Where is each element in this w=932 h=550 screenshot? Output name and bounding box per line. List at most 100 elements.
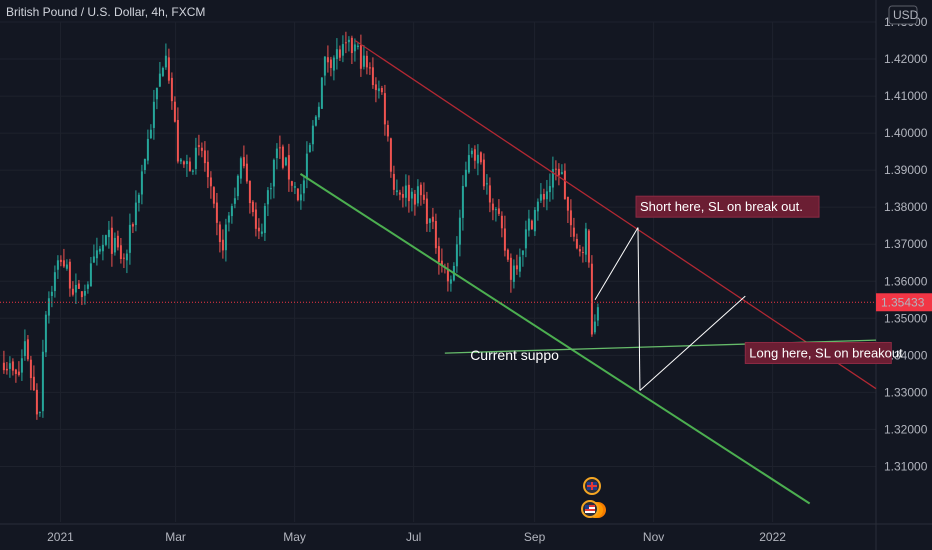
candle-body (431, 216, 434, 222)
candle-body (161, 67, 164, 76)
trendline-support[interactable] (299, 173, 811, 505)
trendline-resistance[interactable] (354, 39, 877, 390)
currency-button-label: USD (893, 8, 919, 22)
candle-body (272, 159, 275, 187)
candle-body (389, 138, 392, 172)
candle-body (455, 244, 458, 267)
long-annotation[interactable]: Long here, SL on breakout (744, 341, 903, 364)
annotation-text: Short here, SL on break out. (640, 199, 803, 214)
candle-body (158, 73, 161, 87)
candle-body (425, 198, 428, 224)
x-tick-label: May (283, 530, 306, 544)
candle-body (278, 147, 281, 149)
candle-body (5, 368, 8, 371)
candle-body (2, 362, 5, 371)
us-flag-stripe (585, 505, 595, 507)
annotation-box (635, 195, 820, 218)
candle-body (419, 184, 422, 196)
projection-path-down[interactable] (637, 227, 641, 391)
candle-body (134, 202, 137, 226)
candle-body (83, 290, 86, 296)
candle-body (239, 158, 242, 179)
candle-body (254, 209, 257, 229)
candle-body (23, 341, 26, 357)
candle-body (20, 358, 23, 373)
candle-body (221, 239, 224, 251)
candle-body (41, 351, 44, 412)
candle-body (470, 150, 473, 155)
projection-path-up[interactable] (594, 227, 639, 301)
candle-body (380, 88, 383, 93)
candle-body (407, 184, 410, 202)
candle-body (269, 188, 272, 190)
candle-body (533, 209, 536, 232)
candle-body (38, 412, 41, 414)
candle-body (434, 221, 437, 249)
candle-body (398, 192, 401, 195)
candle-body (227, 215, 230, 223)
annotation-box (744, 341, 892, 364)
candle-body (173, 101, 176, 122)
current-support-label: Current suppo (470, 347, 559, 363)
candle-body (422, 194, 425, 200)
candle-body (353, 44, 356, 52)
candle-body (566, 196, 569, 211)
candle-body (77, 283, 80, 289)
annotation-text: Long here, SL on breakout (749, 345, 903, 360)
currency-button[interactable]: USD (888, 5, 919, 25)
candle-body (194, 147, 197, 169)
candle-body (542, 193, 545, 200)
candle-body (164, 55, 167, 68)
candle-body (464, 169, 467, 187)
candle-body (215, 202, 218, 223)
candle-body (386, 124, 389, 137)
candle-body (44, 314, 47, 353)
short-annotation[interactable]: Short here, SL on break out. (635, 195, 820, 218)
candle-body (284, 157, 287, 166)
y-tick-label: 1.39000 (884, 163, 928, 177)
candle-body (65, 264, 68, 269)
candle-body (506, 249, 509, 260)
x-tick-label: 2021 (47, 530, 74, 544)
currency-button-frame (888, 5, 918, 25)
current-price-label: 1.35433 (881, 295, 925, 309)
y-tick-label: 1.40000 (884, 126, 928, 140)
candle-body (122, 257, 125, 259)
candle-body (71, 288, 74, 295)
candle-body (482, 159, 485, 187)
uk-flag-icon[interactable] (583, 477, 601, 495)
candle-body (515, 265, 518, 270)
candle-body (176, 120, 179, 162)
candle-body (209, 177, 212, 187)
candle-body (404, 185, 407, 198)
candle-body (32, 376, 35, 391)
candle-body (437, 246, 440, 263)
candle-body (467, 155, 470, 173)
candle-body (383, 93, 386, 125)
candle-body (359, 45, 362, 69)
projection-path-breakout[interactable] (639, 295, 746, 391)
candle-body (257, 227, 260, 232)
candle-body (536, 201, 539, 212)
us-flag-icon[interactable] (581, 500, 606, 518)
candle-body (14, 369, 17, 374)
candle-body (416, 186, 419, 204)
candle-body (167, 57, 170, 81)
candle-body (95, 250, 98, 259)
candle-body (287, 155, 290, 180)
candle-body (56, 260, 59, 270)
candle-body (509, 257, 512, 280)
candle-body (500, 215, 503, 229)
candle-body (344, 42, 347, 44)
candle-body (362, 55, 365, 67)
candle-body (428, 218, 431, 223)
candle-body (476, 154, 479, 164)
x-tick-label: Mar (165, 530, 186, 544)
x-tick-label: Nov (643, 530, 664, 544)
x-tick-label: 2022 (759, 530, 786, 544)
candle-body (557, 168, 560, 176)
candle-body (191, 170, 194, 172)
symbol-title: British Pound / U.S. Dollar, 4h, FXCM (6, 5, 205, 19)
